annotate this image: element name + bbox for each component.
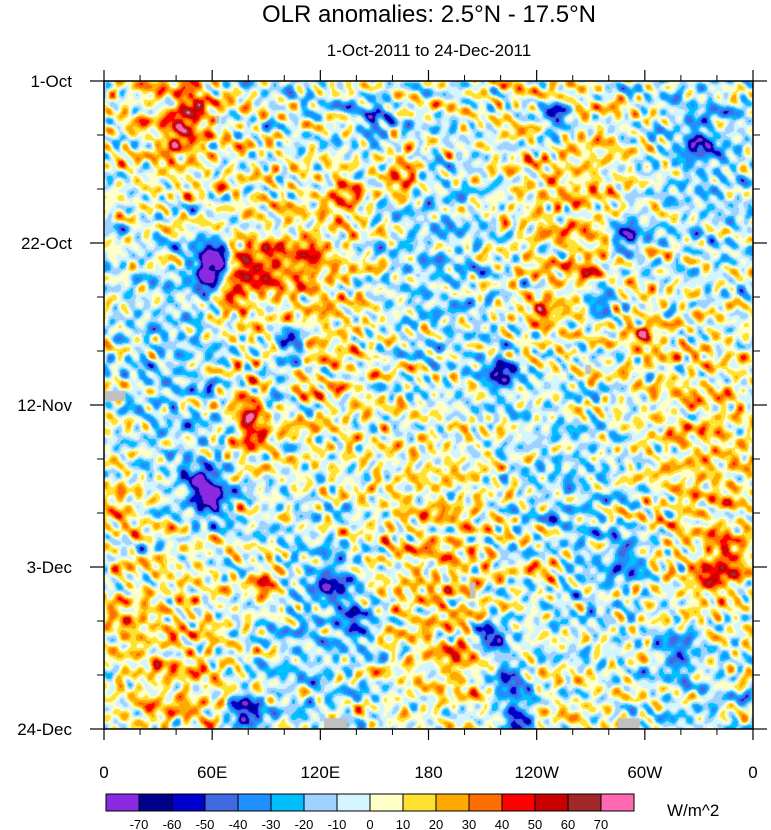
- axis-ticks: [90, 70, 767, 740]
- colorbar-units: W/m^2: [667, 801, 719, 820]
- y-tick-label: 12-Nov: [17, 396, 72, 415]
- colorbar: [105, 793, 635, 812]
- colorbar-level-label: -20: [295, 817, 314, 830]
- colorbar-level-label: 10: [396, 817, 410, 830]
- colorbar-level-label: -10: [328, 817, 347, 830]
- x-tick-label: 60W: [627, 763, 662, 782]
- x-tick-label: 60E: [197, 763, 227, 782]
- colorbar-box: [138, 793, 173, 812]
- colorbar-level-label: 40: [495, 817, 509, 830]
- colorbar-box: [501, 793, 536, 812]
- colorbar-level-label: -60: [163, 817, 182, 830]
- colorbar-box: [303, 793, 338, 812]
- colorbar-level-label: 60: [561, 817, 575, 830]
- colorbar-level-label: 70: [594, 817, 608, 830]
- chart-title: OLR anomalies: 2.5°N - 17.5°N: [262, 1, 596, 28]
- colorbar-level-label: -70: [130, 817, 149, 830]
- colorbar-level-label: -40: [229, 817, 248, 830]
- colorbar-box: [270, 793, 305, 812]
- colorbar-box: [435, 793, 470, 812]
- colorbar-box: [171, 793, 206, 812]
- y-tick-label: 1-Oct: [30, 72, 72, 91]
- x-tick-labels: 0 60E 120E 180 120W 60W 0: [99, 763, 757, 782]
- colorbar-level-label: 50: [528, 817, 542, 830]
- chart-subtitle: 1-Oct-2011 to 24-Dec-2011: [327, 41, 531, 60]
- x-tick-label: 0: [99, 763, 108, 782]
- y-tick-label: 22-Oct: [21, 234, 72, 253]
- x-tick-label: 120W: [514, 763, 558, 782]
- x-tick-label: 0: [748, 763, 757, 782]
- colorbar-box: [204, 793, 239, 812]
- colorbar-box: [237, 793, 272, 812]
- colorbar-box: [402, 793, 437, 812]
- x-tick-label: 180: [414, 763, 442, 782]
- colorbar-level-label: 20: [429, 817, 443, 830]
- colorbar-box: [567, 793, 602, 812]
- colorbar-box: [534, 793, 569, 812]
- plot-area: [104, 81, 753, 729]
- colorbar-level-label: -30: [262, 817, 281, 830]
- colorbar-box: [336, 793, 371, 812]
- colorbar-level-label: 30: [462, 817, 476, 830]
- colorbar-labels: -70 -60 -50 -40 -30 -20 -10 0 10 20 30 40 50 60 70: [130, 817, 609, 830]
- colorbar-box: [369, 793, 404, 812]
- colorbar-level-label: -50: [196, 817, 215, 830]
- y-tick-labels: 1-Oct 22-Oct 12-Nov 3-Dec 24-Dec: [17, 72, 72, 739]
- colorbar-level-label: 0: [366, 817, 373, 830]
- colorbar-box: [105, 793, 140, 812]
- x-tick-label: 120E: [300, 763, 340, 782]
- colorbar-box: [600, 793, 635, 812]
- olr-anomaly-field: [104, 81, 753, 729]
- colorbar-box: [468, 793, 503, 812]
- y-tick-label: 3-Dec: [27, 558, 73, 577]
- y-tick-label: 24-Dec: [17, 720, 72, 739]
